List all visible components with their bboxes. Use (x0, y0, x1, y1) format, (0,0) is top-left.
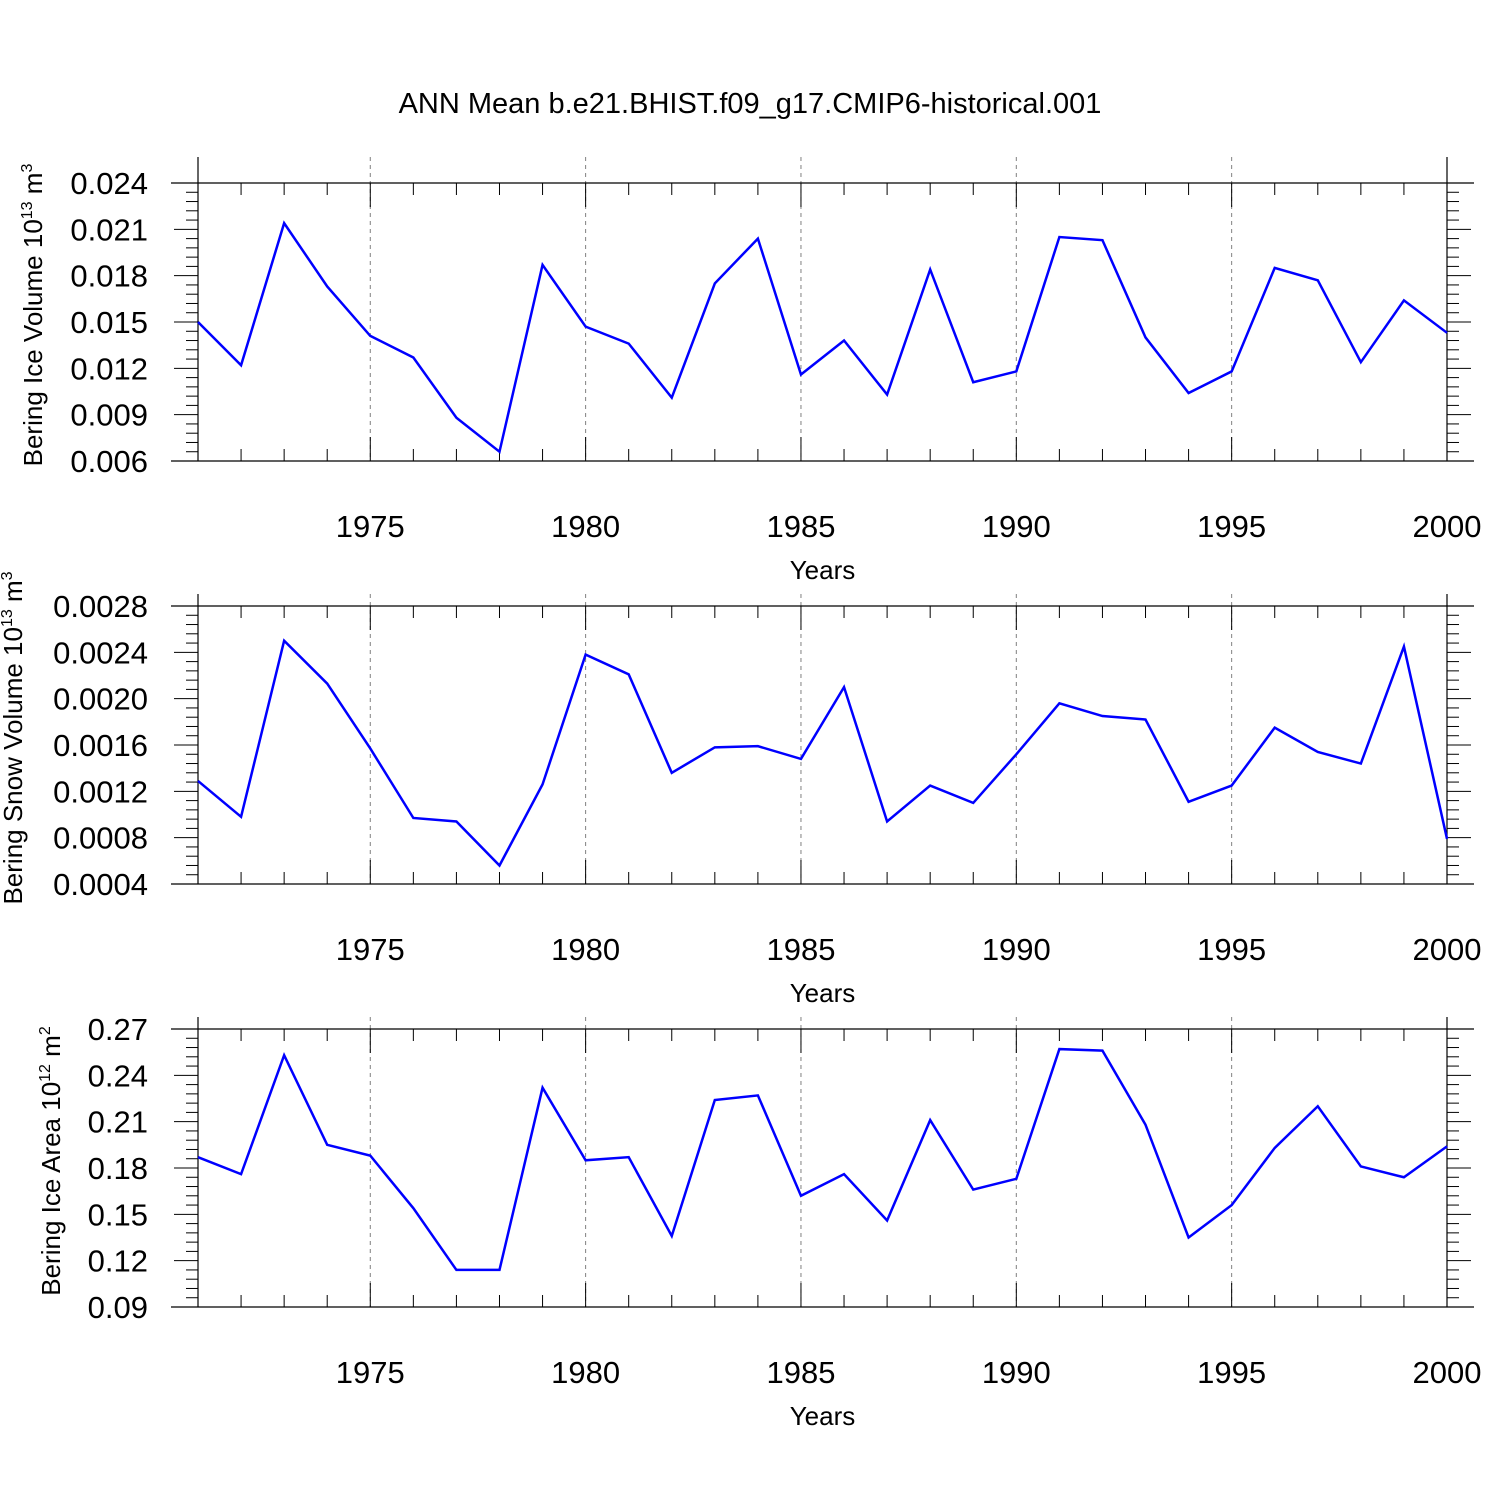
chart-title: ANN Mean b.e21.BHIST.f09_g17.CMIP6-histo… (398, 88, 1102, 120)
y-axis-label: Bering Ice Area 1012 m2 (36, 1026, 66, 1296)
y-tick-label: 0.021 (70, 212, 148, 247)
y-tick-label: 0.0024 (53, 635, 148, 670)
y-tick-label: 0.006 (70, 444, 148, 479)
x-tick-label: 1990 (982, 932, 1051, 967)
x-tick-label: 1985 (766, 932, 835, 967)
y-tick-label: 0.18 (88, 1151, 148, 1186)
y-tick-label: 0.09 (88, 1290, 148, 1325)
x-tick-label: 1985 (766, 1355, 835, 1390)
y-axis-label: Bering Ice Volume 1013 m3 (18, 164, 48, 467)
y-tick-label: 0.015 (70, 305, 148, 340)
y-tick-label: 0.024 (70, 166, 148, 201)
y-tick-label: 0.0028 (53, 589, 148, 624)
x-tick-label: 1985 (766, 509, 835, 544)
panel-3: 0.09 0.12 0.15 0.18 0.21 0.24 0.27 1975 1980 1985… (36, 1012, 1481, 1431)
x-tick-label: 1975 (336, 1355, 405, 1390)
y-tick-label: 0.21 (88, 1105, 148, 1140)
series-line (197, 1047, 1448, 1272)
x-tick-label: 2000 (1413, 509, 1482, 544)
x-tick-label: 1995 (1197, 932, 1266, 967)
y-axis-label: Bering Snow Volume 1013 m3 (0, 571, 28, 904)
x-axis-label: Years (790, 978, 856, 1008)
x-tick-label: 1975 (336, 509, 405, 544)
x-tick-label: 1995 (1197, 509, 1266, 544)
x-tick-label: 1975 (336, 932, 405, 967)
x-tick-label: 1980 (551, 509, 620, 544)
x-tick-label: 1990 (982, 509, 1051, 544)
x-tick-label: 2000 (1413, 932, 1482, 967)
y-tick-label: 0.0020 (53, 682, 148, 717)
y-tick-label: 0.15 (88, 1197, 148, 1232)
x-axis-label: Years (790, 1401, 856, 1431)
x-tick-label: 1980 (551, 1355, 620, 1390)
y-tick-label: 0.0016 (53, 728, 148, 763)
panel-1: 0.006 0.009 0.012 0.015 0.018 0.021 0.024 1975 1… (18, 157, 1481, 585)
y-tick-label: 0.012 (70, 351, 148, 386)
y-tick-label: 0.009 (70, 398, 148, 433)
y-tick-label: 0.24 (88, 1058, 148, 1093)
x-tick-label: 1990 (982, 1355, 1051, 1390)
y-tick-label: 0.12 (88, 1244, 148, 1279)
x-axis-label: Years (790, 555, 856, 585)
x-tick-label: 2000 (1413, 1355, 1482, 1390)
y-tick-label: 0.27 (88, 1012, 148, 1047)
series-line (197, 638, 1449, 868)
x-tick-label: 1995 (1197, 1355, 1266, 1390)
series-line (197, 220, 1448, 454)
y-tick-label: 0.0012 (53, 774, 148, 809)
x-tick-label: 1980 (551, 932, 620, 967)
y-tick-label: 0.0008 (53, 821, 148, 856)
panel-2: 0.0004 0.0008 0.0012 0.0016 0.0020 0.0024 0.00… (0, 571, 1481, 1008)
y-tick-label: 0.018 (70, 259, 148, 294)
y-tick-label: 0.0004 (53, 867, 148, 902)
